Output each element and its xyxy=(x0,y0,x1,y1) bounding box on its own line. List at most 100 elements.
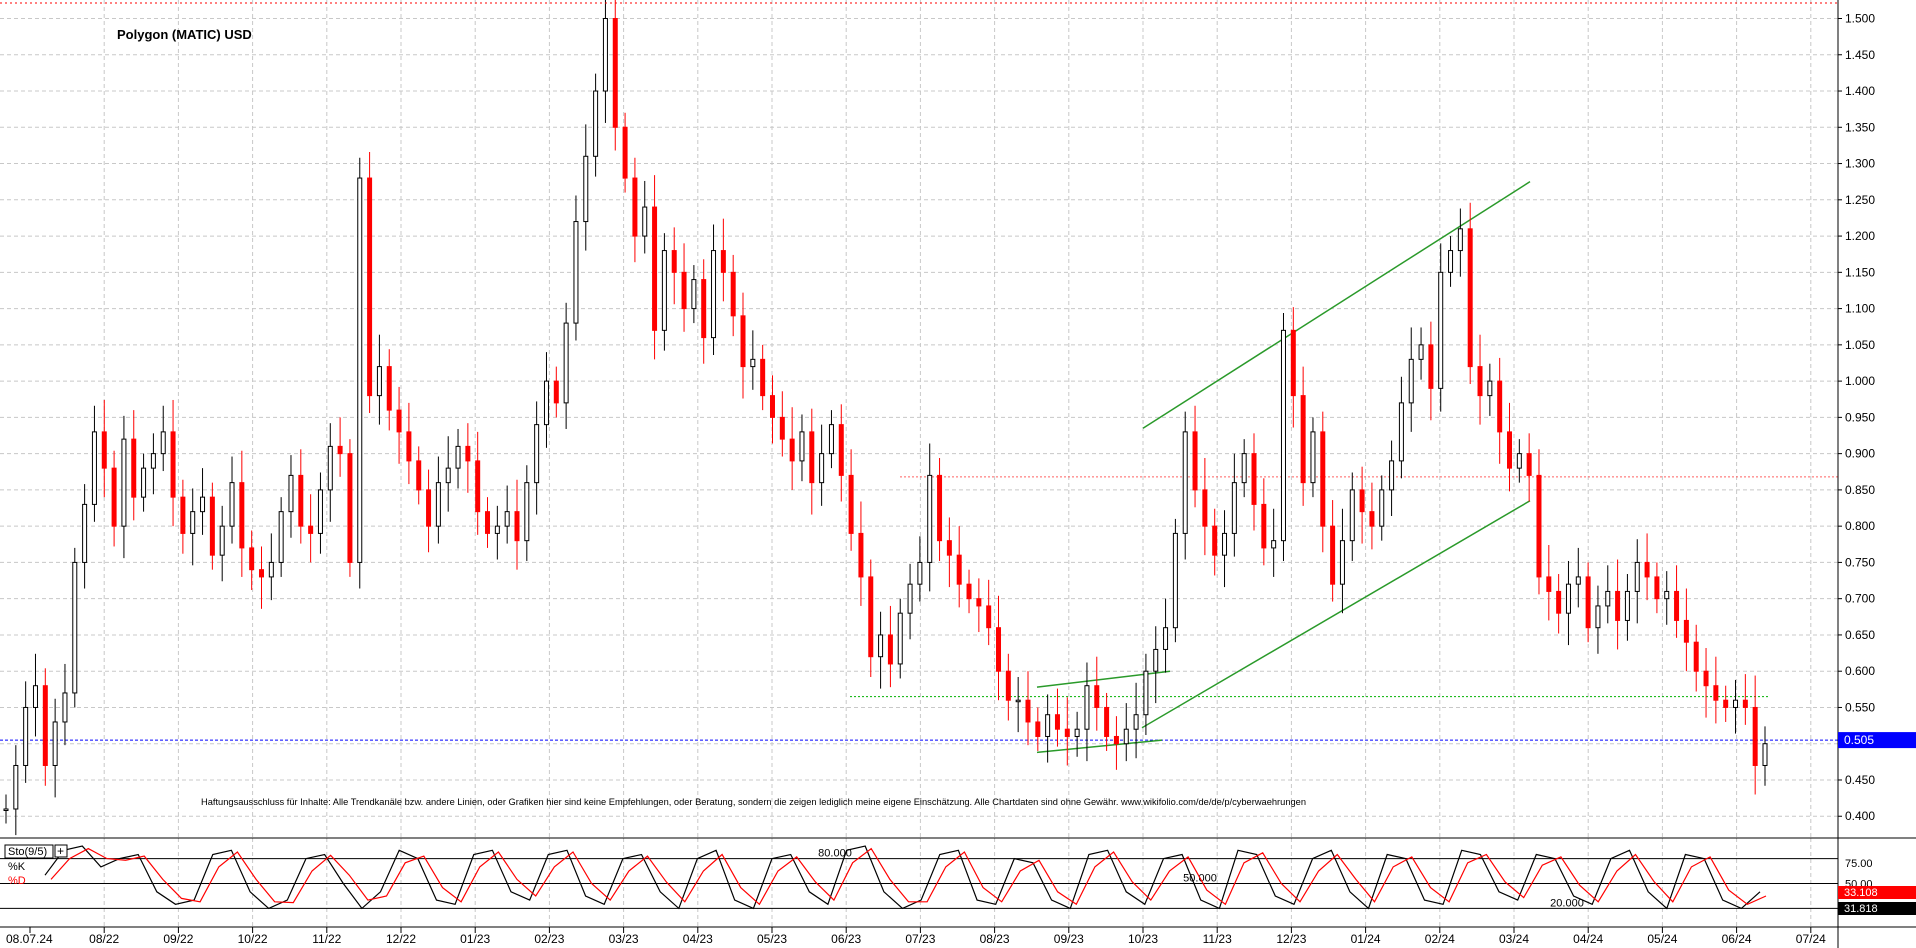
candle-body xyxy=(661,250,667,331)
candle-body xyxy=(819,453,825,484)
candle xyxy=(907,563,913,640)
stoch-legend-box xyxy=(4,844,54,859)
candle xyxy=(1497,357,1503,464)
candle xyxy=(1438,243,1444,412)
candle-body xyxy=(1064,728,1070,737)
candle-body xyxy=(1428,344,1434,389)
x-tick-label: 02/24 xyxy=(1425,932,1455,946)
trendline xyxy=(1141,500,1531,729)
candle xyxy=(111,450,117,547)
stoch-y-tick-label: 75.00 xyxy=(1845,858,1873,870)
candle xyxy=(494,505,500,560)
stoch-plus-icon xyxy=(54,844,68,858)
candle-body xyxy=(1025,699,1031,723)
candle xyxy=(1634,539,1640,624)
candle xyxy=(956,526,962,608)
candle xyxy=(1379,475,1385,541)
candle-body xyxy=(1438,271,1444,389)
y-tick-label: 0.900 xyxy=(1845,447,1875,461)
candle-body xyxy=(1723,699,1729,708)
candle xyxy=(1546,545,1552,621)
candle-body xyxy=(917,561,923,585)
candle-body xyxy=(1310,431,1316,484)
y-tick-label: 0.950 xyxy=(1845,410,1875,424)
candle-body xyxy=(1624,590,1630,621)
candle xyxy=(661,233,667,351)
candle xyxy=(769,375,775,444)
candle xyxy=(101,399,107,498)
candle xyxy=(445,436,451,512)
candle xyxy=(740,292,746,399)
trendlines xyxy=(0,181,1838,754)
candle xyxy=(750,330,756,390)
candle xyxy=(32,653,38,737)
candle xyxy=(514,479,520,570)
candle-body xyxy=(740,315,746,368)
candle-body xyxy=(514,511,520,542)
candle xyxy=(858,501,864,606)
x-tick-label: 01/23 xyxy=(460,932,490,946)
candle-body xyxy=(1507,431,1513,469)
candle-body xyxy=(1733,699,1739,708)
candle xyxy=(1094,656,1100,731)
candle-body xyxy=(1113,735,1119,745)
stoch-legend-d: %D xyxy=(8,875,26,887)
y-tick-label: 1.200 xyxy=(1845,229,1875,243)
candle xyxy=(465,423,471,493)
x-tick-label: 06/24 xyxy=(1722,932,1752,946)
candle-body xyxy=(1654,576,1660,600)
candle xyxy=(573,195,579,341)
candle xyxy=(1762,726,1768,786)
candle xyxy=(288,455,294,538)
candle-body xyxy=(1408,358,1414,404)
y-tick-label: 0.600 xyxy=(1845,664,1875,678)
candle xyxy=(553,366,559,418)
candle-body xyxy=(1163,627,1169,650)
stoch-k-value: 33.108 xyxy=(1844,887,1878,899)
x-tick-label: 09/22 xyxy=(163,932,193,946)
candle xyxy=(170,399,176,527)
candle xyxy=(1516,439,1522,483)
candle-body xyxy=(455,445,461,469)
candle xyxy=(996,595,1002,701)
candle-body xyxy=(1467,228,1473,368)
y-tick-label: 1.150 xyxy=(1845,265,1875,279)
candle xyxy=(730,254,736,337)
candle xyxy=(632,157,638,263)
candle xyxy=(1339,508,1345,614)
candle xyxy=(1251,433,1257,531)
candle xyxy=(524,465,530,561)
x-tick-label: 10/23 xyxy=(1128,932,1158,946)
candle-body xyxy=(897,612,903,665)
y-tick-label: 1.350 xyxy=(1845,120,1875,134)
candle xyxy=(475,431,481,535)
x-tick-label: 09/23 xyxy=(1054,932,1084,946)
candle-body xyxy=(327,445,333,491)
candle-body xyxy=(367,177,373,397)
candle xyxy=(219,505,225,582)
candle-body xyxy=(858,532,864,578)
candle xyxy=(652,175,658,360)
candle xyxy=(1054,688,1060,747)
candle-body xyxy=(760,358,766,397)
candle xyxy=(23,681,29,783)
candle xyxy=(1448,236,1454,287)
candle-body xyxy=(72,561,78,694)
candle-body xyxy=(82,503,88,563)
candle xyxy=(121,415,127,559)
candle xyxy=(583,124,589,251)
candle-body xyxy=(563,322,569,404)
candle xyxy=(268,533,274,601)
candle-body xyxy=(553,380,559,404)
candle xyxy=(1045,694,1051,763)
candle-body xyxy=(1261,503,1267,549)
candle-body xyxy=(298,474,304,527)
candle-body xyxy=(23,706,29,766)
candle-body xyxy=(239,482,245,549)
candle xyxy=(1457,208,1463,277)
candle-body xyxy=(878,634,884,658)
candle-body xyxy=(1556,590,1562,614)
x-tick-label: 07/24 xyxy=(1796,932,1826,946)
candle xyxy=(42,668,48,786)
